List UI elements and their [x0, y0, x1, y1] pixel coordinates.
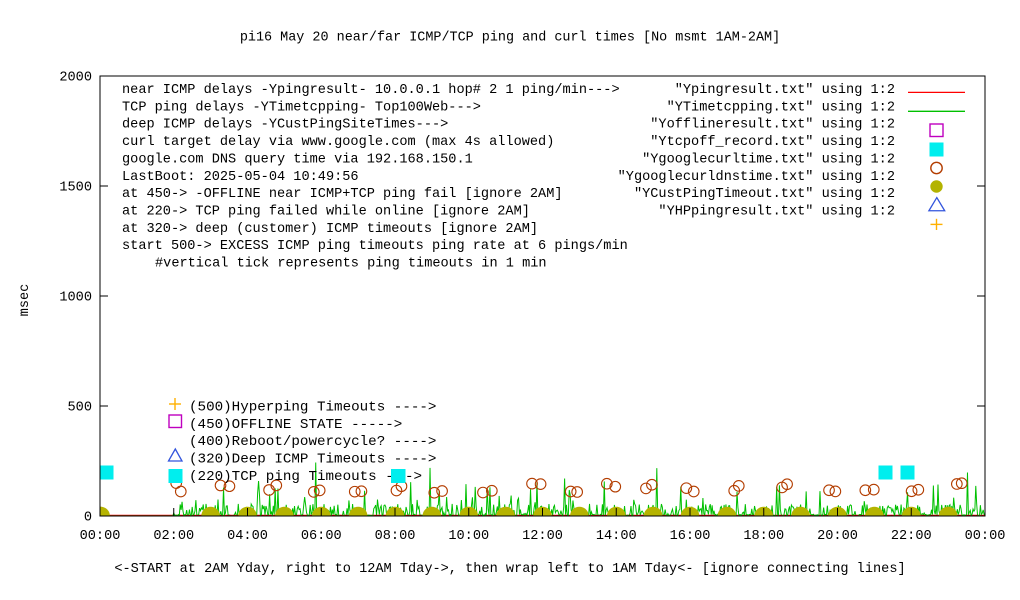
svg-text:22:00: 22:00	[891, 529, 932, 544]
svg-text:12:00: 12:00	[522, 529, 563, 544]
svg-text:<-START at 2AM Yday, right to: <-START at 2AM Yday, right to 12AM Tday-…	[114, 562, 905, 577]
svg-text:06:00: 06:00	[301, 529, 342, 544]
svg-text:04:00: 04:00	[227, 529, 268, 544]
svg-text:500: 500	[68, 401, 92, 416]
svg-text:at 320-> deep (customer) ICMP: at 320-> deep (customer) ICMP timeouts […	[122, 222, 538, 237]
svg-text:(500)Hyperping Timeouts ---->: (500)Hyperping Timeouts ---->	[189, 400, 436, 416]
svg-text:(450)OFFLINE STATE ----->: (450)OFFLINE STATE ----->	[189, 417, 402, 433]
svg-text:start 500-> EXCESS ICMP ping t: start 500-> EXCESS ICMP ping timeouts pi…	[122, 239, 628, 254]
svg-text:(320)Deep ICMP Timeouts ---->: (320)Deep ICMP Timeouts ---->	[189, 452, 436, 468]
svg-text:"YTimetcpping.txt" using 1:2: "YTimetcpping.txt" using 1:2	[667, 100, 895, 115]
svg-text:curl target delay via www.goog: curl target delay via www.google.com (ma…	[122, 135, 554, 150]
svg-text:at 220-> TCP ping failed while: at 220-> TCP ping failed while online [i…	[122, 204, 530, 219]
svg-text:(400)Reboot/powercycle? ---->: (400)Reboot/powercycle? ---->	[189, 434, 436, 450]
svg-text:(220)TCP ping Timeouts --: (220)TCP ping Timeouts --	[189, 469, 402, 485]
svg-text:deep ICMP delays -YCustPingSit: deep ICMP delays -YCustPingSiteTimes--->	[122, 118, 448, 133]
svg-text:LastBoot: 2025-05-04 10:49:56: LastBoot: 2025-05-04 10:49:56	[122, 170, 359, 185]
svg-text:"YCustPingTimeout.txt" using 1: "YCustPingTimeout.txt" using 1:2	[634, 187, 895, 202]
svg-text:google.com DNS query time via: google.com DNS query time via 192.168.15…	[122, 152, 473, 167]
svg-text:00:00: 00:00	[965, 529, 1006, 544]
svg-text:near ICMP delays -Ypingresult-: near ICMP delays -Ypingresult- 10.0.0.1 …	[122, 83, 620, 98]
svg-text:2000: 2000	[59, 71, 92, 86]
svg-text:16:00: 16:00	[670, 529, 711, 544]
svg-text:"YHPpingresult.txt" using 1:2: "YHPpingresult.txt" using 1:2	[658, 204, 895, 219]
svg-text:20:00: 20:00	[817, 529, 858, 544]
svg-text:"Yofflineresult.txt" using 1:2: "Yofflineresult.txt" using 1:2	[650, 118, 895, 133]
svg-text:TCP ping delays -YTimetcpping-: TCP ping delays -YTimetcpping- Top100Web…	[122, 100, 481, 115]
svg-text:"Ygooglecurltime.txt" using 1:: "Ygooglecurltime.txt" using 1:2	[642, 152, 895, 167]
svg-text:->: ->	[405, 469, 422, 485]
svg-text:"Ytcpoff_record.txt" using 1:2: "Ytcpoff_record.txt" using 1:2	[650, 135, 895, 150]
svg-text:10:00: 10:00	[448, 529, 489, 544]
svg-text:00:00: 00:00	[80, 529, 121, 544]
svg-text:"Ypingresult.txt" using 1:2: "Ypingresult.txt" using 1:2	[675, 83, 895, 98]
svg-text:1000: 1000	[59, 291, 92, 306]
svg-text:pi16 May 20 near/far ICMP/TCP: pi16 May 20 near/far ICMP/TCP ping and c…	[240, 31, 780, 46]
svg-text:"Ygooglecurldnstime.txt" using: "Ygooglecurldnstime.txt" using 1:2	[618, 170, 895, 185]
svg-text:18:00: 18:00	[743, 529, 784, 544]
svg-text:08:00: 08:00	[375, 529, 416, 544]
svg-text:02:00: 02:00	[153, 529, 194, 544]
svg-text:#vertical tick represents ping: #vertical tick represents ping timeouts …	[155, 257, 547, 272]
svg-text:1500: 1500	[59, 181, 92, 196]
svg-text:0: 0	[84, 511, 92, 526]
svg-text:at 450-> -OFFLINE near ICMP+TC: at 450-> -OFFLINE near ICMP+TCP ping fai…	[122, 187, 563, 202]
svg-text:msec: msec	[18, 284, 33, 317]
svg-text:14:00: 14:00	[596, 529, 637, 544]
